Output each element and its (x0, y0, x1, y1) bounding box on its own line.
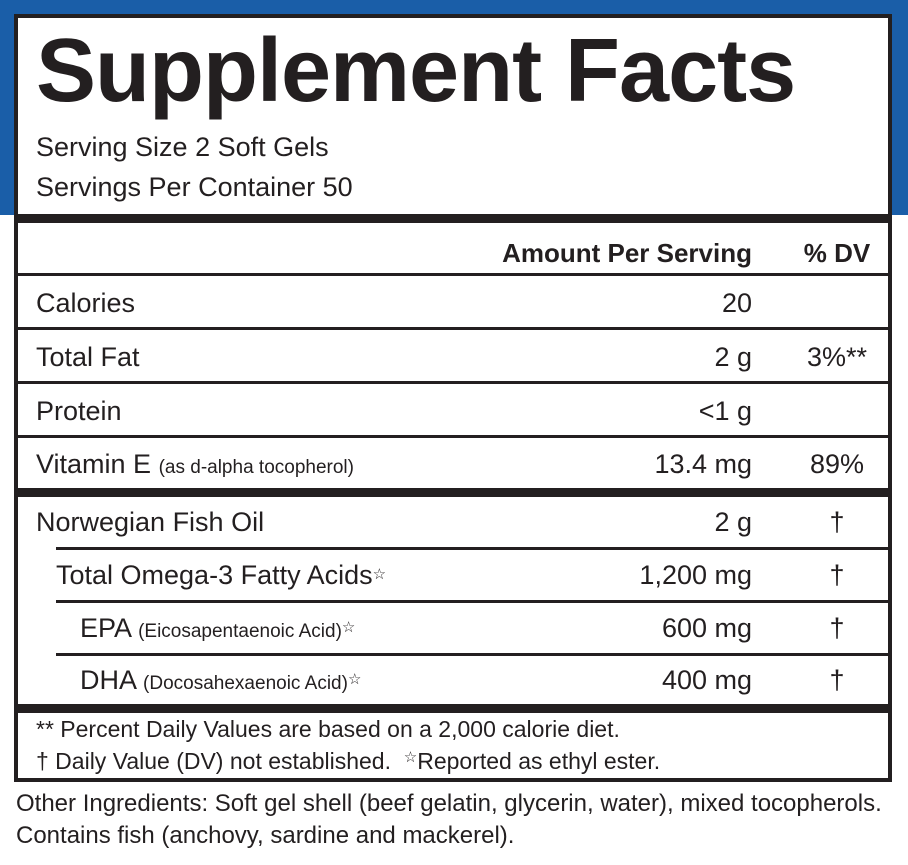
nutrient-row: Protein <1 g (18, 384, 888, 438)
star-icon: ☆ (403, 749, 418, 766)
ingredient-dv: † (829, 507, 845, 537)
nutrient-name: Protein (36, 396, 122, 426)
ingredient-full-name: (Eicosapentaenoic Acid) (138, 621, 342, 642)
divider (56, 653, 888, 656)
nutrient-name: Calories (36, 288, 136, 318)
footnote-ethyl-ester: Reported as ethyl ester. (417, 748, 661, 774)
ingredient-amount: 1,200 mg (639, 560, 752, 590)
nutrient-amount: <1 g (698, 396, 752, 426)
ingredient-name: EPA (80, 613, 131, 643)
nutrient-amount: 20 (721, 288, 752, 318)
thick-divider (18, 704, 888, 713)
ingredient-name: DHA (80, 665, 136, 695)
nutrient-row: Vitamin E (as d-alpha tocopherol) 13.4 m… (18, 438, 888, 490)
nutrient-source: (as d-alpha tocopherol) (158, 457, 354, 478)
ingredient-row: EPA (Eicosapentaenoic Acid)☆ 600 mg † (18, 603, 888, 656)
nutrient-row: Total Fat 2 g 3%** (18, 330, 888, 384)
nutrient-row: Calories 20 (18, 276, 888, 330)
nutrient-name: Vitamin E (36, 449, 152, 479)
serving-size: Serving Size 2 Soft Gels (36, 132, 329, 162)
footnote-daily-values: ** Percent Daily Values are based on a 2… (36, 716, 620, 742)
ingredient-amount: 600 mg (661, 613, 752, 643)
ingredient-name: Total Omega-3 Fatty Acids (56, 560, 373, 590)
footnote-dv-not-established: † Daily Value (DV) not established. ☆Rep… (36, 748, 660, 775)
star-icon: ☆ (341, 619, 356, 636)
divider (18, 273, 888, 276)
ingredient-dv: † (829, 665, 845, 695)
footnote-dagger: † Daily Value (DV) not established. (36, 748, 391, 774)
nutrient-dv: 3%** (806, 342, 868, 372)
ingredient-amount: 2 g (714, 507, 752, 537)
star-icon: ☆ (347, 671, 362, 688)
ingredient-name: Norwegian Fish Oil (36, 507, 265, 537)
divider (56, 547, 888, 550)
other-ingredients: Other Ingredients: Soft gel shell (beef … (16, 790, 882, 849)
star-icon: ☆ (372, 566, 387, 583)
dv-column-header: % DV (803, 238, 871, 268)
nutrient-name: Total Fat (36, 342, 140, 372)
panel-title: Supplement Facts (36, 21, 796, 121)
nutrient-amount: 13.4 mg (654, 449, 752, 479)
nutrient-dv: 89% (809, 449, 865, 479)
ingredient-row: Total Omega-3 Fatty Acids☆ 1,200 mg † (18, 550, 888, 603)
ingredient-dv: † (829, 560, 845, 590)
ingredient-row: Norwegian Fish Oil 2 g † (18, 497, 888, 550)
amount-column-header: Amount Per Serving (502, 238, 752, 268)
ingredient-full-name: (Docosahexaenoic Acid) (143, 673, 348, 694)
nutrient-amount: 2 g (714, 342, 752, 372)
thick-divider (18, 214, 888, 223)
divider (56, 600, 888, 603)
supplement-facts-panel: Supplement Facts Serving Size 2 Soft Gel… (14, 14, 892, 782)
ingredient-amount: 400 mg (661, 665, 752, 695)
ingredient-dv: † (829, 613, 845, 643)
thick-divider (18, 488, 888, 497)
servings-per-container: Servings Per Container 50 (36, 172, 353, 202)
ingredient-row: DHA (Docosahexaenoic Acid)☆ 400 mg † (18, 656, 888, 704)
